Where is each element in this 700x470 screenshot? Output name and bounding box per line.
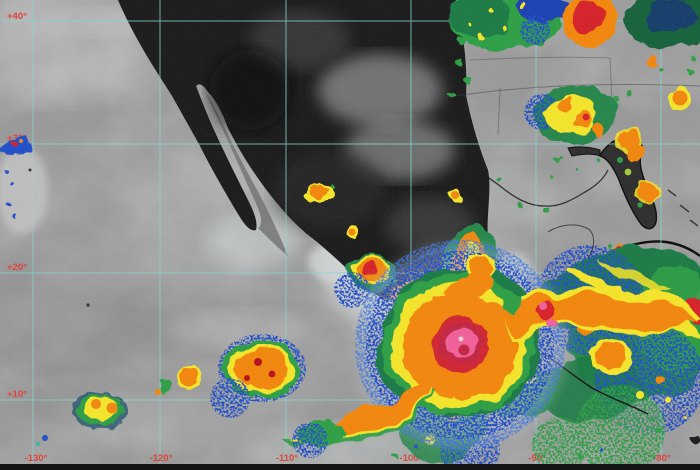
bottom-black-strip xyxy=(0,464,700,470)
